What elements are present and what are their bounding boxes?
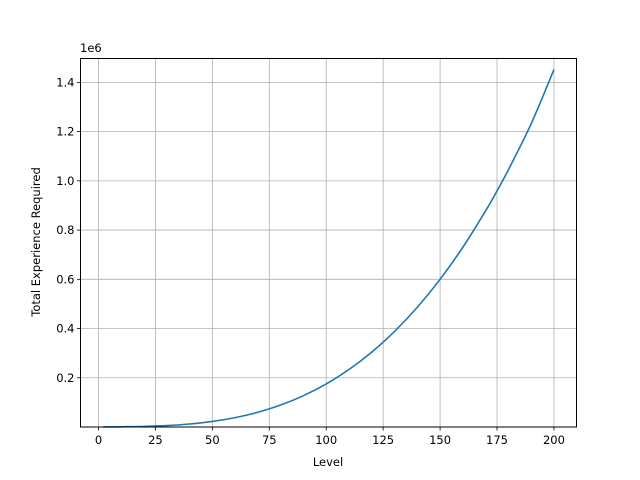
x-tick-label: 125 [372, 433, 394, 447]
series-line [103, 69, 555, 428]
x-tick-label: 50 [205, 433, 220, 447]
y-tick-label: 0.4 [56, 322, 74, 336]
x-axis-label: Level [313, 455, 343, 469]
x-tick-label: 0 [95, 433, 102, 447]
x-tick-label: 175 [486, 433, 508, 447]
y-tick-label: 0.2 [56, 371, 74, 385]
x-tick-label: 150 [429, 433, 451, 447]
y-tick-label: 1.2 [56, 125, 74, 139]
y-tick-label: 1.0 [56, 174, 74, 188]
grid [80, 58, 577, 427]
x-tick-label: 200 [543, 433, 565, 447]
y-offset-label: 1e6 [80, 41, 102, 55]
x-tick-label: 25 [148, 433, 163, 447]
y-tick-label: 1.4 [56, 75, 74, 89]
y-axis-label: Total Experience Required [29, 167, 43, 317]
x-tick-label: 75 [262, 433, 277, 447]
y-axis: 0.2 0.4 0.6 0.8 1.0 1.2 1.4 [56, 75, 81, 385]
x-tick-label: 100 [315, 433, 337, 447]
y-tick-label: 0.6 [56, 272, 74, 286]
x-axis: 0 25 50 75 100 125 150 175 200 [95, 427, 565, 447]
series-layer [103, 69, 555, 428]
axes-frame [80, 58, 577, 428]
y-tick-label: 0.8 [56, 223, 74, 237]
